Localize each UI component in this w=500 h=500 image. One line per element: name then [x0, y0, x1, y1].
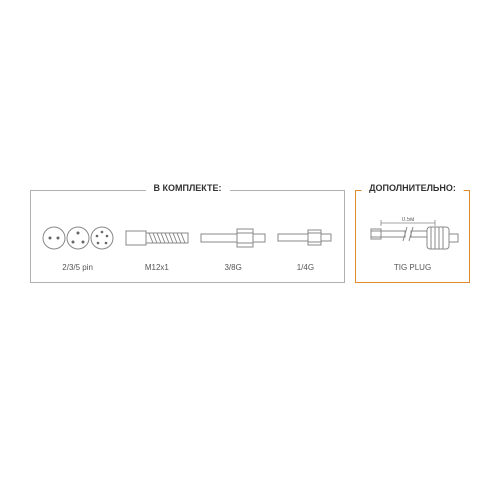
- item-label: 3/8G: [224, 263, 241, 272]
- 14g-icon: [277, 219, 333, 257]
- length-label: 0.5м: [402, 217, 414, 223]
- side-panel-header: ДОПОЛНИТЕЛЬНО:: [361, 183, 464, 193]
- item-pins: 2/3/5 pin: [42, 219, 114, 272]
- main-panel-header: В КОМПЛЕКТЕ:: [146, 183, 230, 193]
- side-panel: ДОПОЛНИТЕЛЬНО: 0.5м: [355, 190, 470, 283]
- item-label: 1/4G: [297, 263, 314, 272]
- side-items-row: 0.5м: [364, 219, 461, 272]
- m12-icon: [125, 219, 189, 257]
- diagram-container: В КОМПЛЕКТЕ:: [30, 190, 470, 283]
- item-38g: 3/8G: [200, 219, 266, 272]
- main-panel: В КОМПЛЕКТЕ:: [30, 190, 345, 283]
- item-tigplug: 0.5м: [365, 219, 460, 272]
- item-label: M12x1: [145, 263, 169, 272]
- main-items-row: 2/3/5 pin: [39, 219, 336, 272]
- pins-icon: [42, 219, 114, 257]
- item-label: 2/3/5 pin: [62, 263, 93, 272]
- item-label: TIG PLUG: [394, 263, 431, 272]
- tigplug-icon: 0.5м: [365, 219, 460, 257]
- item-14g: 1/4G: [277, 219, 333, 272]
- item-m12: M12x1: [125, 219, 189, 272]
- 38g-icon: [200, 219, 266, 257]
